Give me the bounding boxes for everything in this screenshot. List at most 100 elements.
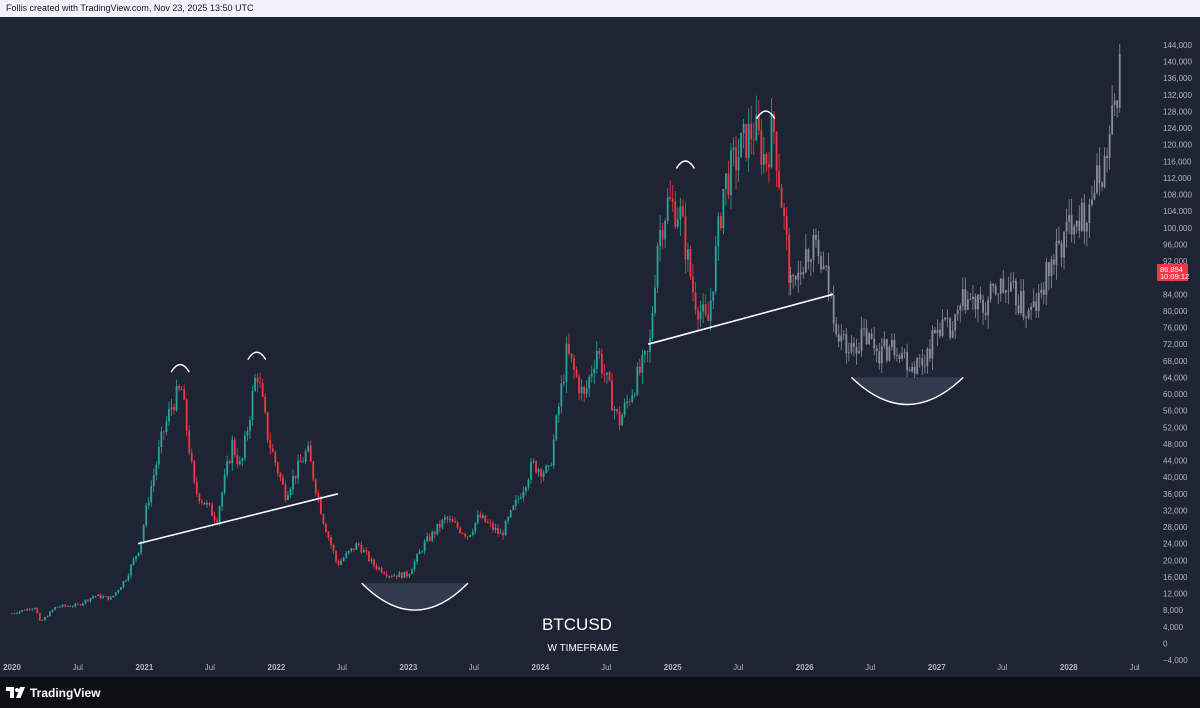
candle — [676, 207, 679, 229]
candle-body — [1108, 134, 1111, 158]
projected-candle — [868, 331, 871, 345]
candle — [231, 435, 234, 471]
candle-body — [350, 548, 353, 552]
candle-body — [717, 216, 720, 246]
tradingview-logo-icon — [6, 686, 26, 700]
candle-body — [487, 522, 489, 524]
candle-body — [934, 330, 936, 334]
candle — [747, 108, 750, 172]
candle-body — [664, 220, 667, 240]
candle — [562, 374, 565, 387]
candle-body — [21, 610, 24, 612]
candle-body — [1009, 282, 1012, 292]
candle-body — [1078, 220, 1081, 231]
candle-body — [211, 504, 213, 516]
candle-body — [598, 350, 601, 354]
candle-body — [94, 595, 97, 597]
candle-body — [1050, 259, 1053, 277]
time-axis[interactable]: 2020 Jul 2021 Jul 2022 Jul 2023 Jul 2024 Jul 2025 J… — [3, 663, 1140, 672]
candle-body — [606, 372, 608, 375]
candle-body — [588, 376, 591, 389]
price-tick-label: 132,000 — [1163, 91, 1192, 100]
projected-candle — [835, 317, 838, 338]
candle-body — [752, 139, 755, 141]
candle-body — [810, 259, 812, 262]
candle-body — [923, 365, 926, 367]
candle-body — [697, 309, 699, 320]
candle-body — [1035, 301, 1038, 311]
price-tick-label: 40,000 — [1163, 473, 1188, 482]
time-tick-label: Jul — [469, 663, 479, 672]
candle — [246, 426, 249, 441]
price-tick-label: 48,000 — [1163, 440, 1188, 449]
candle-body — [150, 485, 153, 503]
btcusd-weekly-chart[interactable]: 144,000 140,000 136,000 132,000 128,000 124,0… — [0, 17, 1200, 677]
price-tick-label: 52,000 — [1163, 423, 1188, 432]
price-tick-label: 68,000 — [1163, 357, 1188, 366]
candle-body — [802, 272, 805, 275]
candle-body — [492, 523, 494, 530]
candle-body — [256, 377, 259, 383]
candle — [722, 188, 725, 235]
candle — [276, 461, 279, 477]
candle-body — [999, 278, 1002, 294]
bar-countdown: 10:09:12 — [1160, 272, 1189, 281]
candle-body — [941, 319, 944, 336]
candle-body — [327, 532, 330, 538]
candle — [471, 528, 474, 537]
candle-body — [817, 239, 820, 257]
candle-body — [578, 376, 580, 394]
candle — [33, 607, 36, 610]
projected-candle — [817, 230, 820, 264]
candle-body — [1065, 221, 1068, 232]
candle-body — [509, 510, 512, 518]
price-tick-label: 20,000 — [1163, 556, 1188, 565]
candle — [674, 190, 677, 230]
candle — [383, 571, 386, 575]
candle-body — [319, 497, 322, 515]
candle — [484, 515, 487, 523]
candle-body — [413, 561, 416, 570]
candle-body — [16, 613, 18, 614]
candle — [522, 486, 525, 502]
candle-body — [117, 590, 120, 593]
candle — [778, 153, 780, 191]
projected-candle — [845, 328, 848, 364]
candle-body — [694, 292, 697, 310]
projected-candle — [941, 309, 944, 338]
candle — [228, 459, 231, 465]
projected-candle — [1009, 272, 1012, 292]
candle-body — [279, 473, 282, 478]
price-axis[interactable]: 144,000 140,000 136,000 132,000 128,000 124,0… — [1163, 41, 1192, 665]
chart-panel[interactable]: 144,000 140,000 136,000 132,000 128,000 124,0… — [0, 17, 1200, 677]
candle — [114, 592, 117, 597]
candle — [155, 460, 158, 481]
candle — [659, 215, 661, 262]
time-tick-label: Jul — [733, 663, 743, 672]
candle-body — [853, 343, 855, 348]
candle-body — [860, 328, 863, 352]
projected-candle — [810, 258, 812, 277]
projected-candle — [820, 251, 822, 273]
price-tick-label: 12,000 — [1163, 590, 1188, 599]
candle-body — [400, 572, 403, 578]
candle-body — [954, 314, 957, 331]
candle — [641, 349, 644, 384]
candle-body — [64, 604, 67, 607]
candle — [441, 518, 444, 530]
candle — [590, 365, 593, 383]
candle-body — [33, 607, 36, 609]
candle-body — [244, 435, 246, 459]
candle-body — [71, 606, 74, 608]
candle-body — [613, 409, 616, 411]
candle — [487, 519, 489, 524]
last-price-tag-background — [1157, 264, 1188, 281]
candle — [147, 496, 150, 510]
candle-body — [699, 311, 702, 320]
candle-body — [137, 552, 140, 556]
candle-body — [603, 373, 606, 375]
candle-body — [1053, 259, 1055, 265]
last-price-tag: 86,854 10:09:12 — [1157, 264, 1189, 281]
candle — [36, 607, 39, 614]
